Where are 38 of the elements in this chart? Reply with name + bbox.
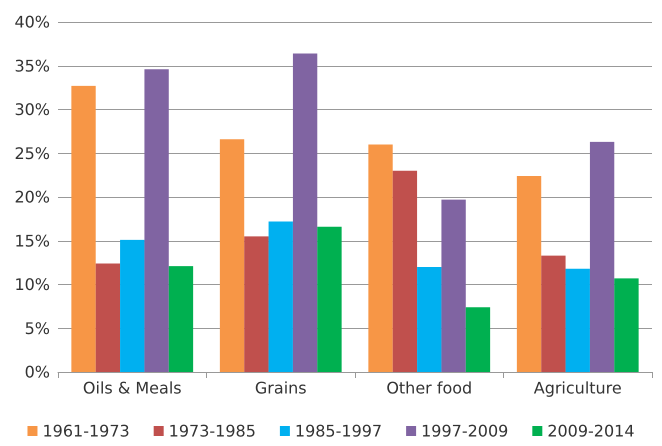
y-tick-label: 40% bbox=[14, 12, 50, 32]
bar bbox=[268, 222, 293, 372]
y-tick-label: 35% bbox=[14, 56, 50, 76]
legend-label: 1997-2009 bbox=[421, 422, 508, 440]
x-tick-label: Other food bbox=[386, 378, 472, 398]
bar bbox=[317, 226, 342, 372]
bar bbox=[392, 170, 418, 372]
y-tick-label: 15% bbox=[14, 231, 50, 250]
legend-label: 1985-1997 bbox=[294, 422, 382, 440]
bar bbox=[120, 240, 144, 372]
y-tick-label: 10% bbox=[14, 275, 50, 294]
bar bbox=[71, 86, 96, 372]
legend-label: 1961-1973 bbox=[42, 422, 130, 440]
bar bbox=[144, 69, 169, 372]
y-tick-label: 20% bbox=[14, 188, 50, 206]
x-tick-label: Grains bbox=[254, 378, 307, 398]
bar bbox=[96, 264, 120, 372]
y-tick-label: 30% bbox=[14, 100, 50, 119]
bar bbox=[368, 144, 393, 372]
bar bbox=[441, 200, 466, 372]
bar bbox=[566, 268, 590, 372]
bar bbox=[220, 139, 244, 372]
legend-label: 2009-2014 bbox=[547, 422, 635, 440]
bar bbox=[292, 54, 318, 372]
y-tick-label: 5% bbox=[24, 318, 50, 338]
bar bbox=[168, 266, 194, 372]
bar bbox=[614, 278, 639, 372]
bar bbox=[244, 236, 269, 372]
x-tick-label: Oils & Meals bbox=[82, 378, 182, 398]
bar bbox=[417, 267, 442, 372]
legend-label: 1973-1985 bbox=[168, 422, 256, 440]
y-tick-label: 0% bbox=[24, 362, 50, 382]
bar bbox=[516, 176, 542, 372]
bar bbox=[590, 142, 614, 372]
bar bbox=[466, 307, 490, 372]
x-tick-label: Agriculture bbox=[534, 378, 622, 398]
y-tick-label: 25% bbox=[14, 144, 50, 163]
bar bbox=[541, 256, 566, 372]
